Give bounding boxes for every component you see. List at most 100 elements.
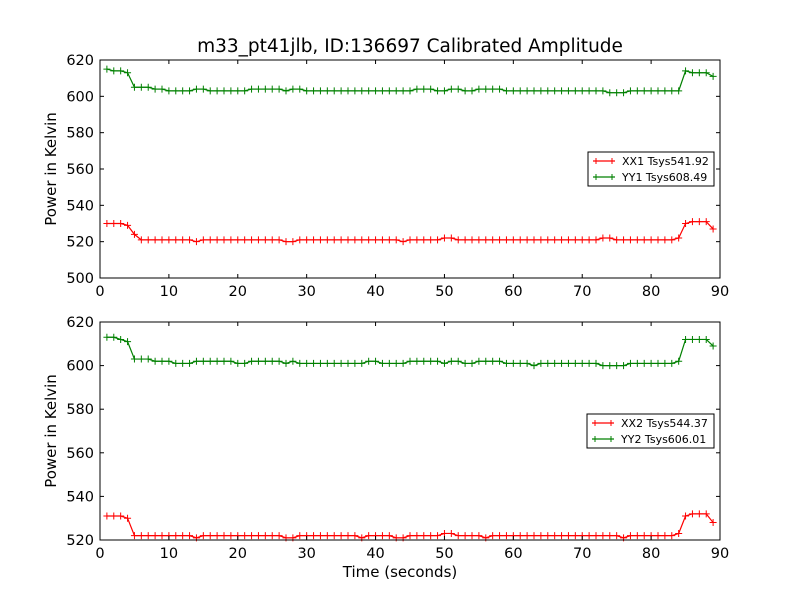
data-point (647, 236, 655, 244)
data-point (372, 236, 380, 244)
data-point (468, 87, 476, 95)
data-point (282, 238, 290, 246)
legend-entry: YY1 Tsys608.49 (593, 171, 707, 184)
x-tick-label: 20 (229, 546, 247, 562)
data-point (496, 236, 504, 244)
top-panel: 0 10 20 30 40 50 60 70 80 90 500 520 540 560 580 600 620… (42, 53, 729, 300)
data-point (489, 85, 497, 93)
data-point (647, 359, 655, 367)
data-point (213, 236, 221, 244)
data-point (475, 236, 483, 244)
data-point (454, 532, 462, 540)
data-point (220, 357, 228, 365)
data-point (151, 85, 159, 93)
data-point (310, 532, 318, 540)
data-point (709, 342, 717, 350)
x-tick-label: 20 (229, 284, 247, 300)
data-point (337, 87, 345, 95)
data-point (227, 87, 235, 95)
data-point (310, 359, 318, 367)
data-point (688, 335, 696, 343)
data-point (482, 236, 490, 244)
data-point (592, 532, 600, 540)
data-point (275, 236, 283, 244)
data-point (633, 236, 641, 244)
data-point (254, 236, 262, 244)
data-point (144, 83, 152, 91)
data-point (592, 87, 600, 95)
data-point (578, 359, 586, 367)
data-point (530, 362, 538, 370)
data-point (468, 236, 476, 244)
data-point (351, 359, 359, 367)
data-point (151, 236, 159, 244)
data-point (654, 236, 662, 244)
data-point (303, 359, 311, 367)
data-point (206, 357, 214, 365)
x-tick-label: 40 (366, 284, 384, 300)
legend-marker (608, 436, 614, 442)
data-point (544, 532, 552, 540)
data-point (406, 87, 414, 95)
data-point (289, 238, 297, 246)
data-point (110, 333, 118, 341)
data-point (454, 236, 462, 244)
y-tick-label: 540 (66, 489, 94, 505)
data-point (227, 357, 235, 365)
data-point (213, 532, 221, 540)
data-point (137, 355, 145, 363)
data-point (137, 532, 145, 540)
y-axis-label: Power in Kelvin (42, 374, 60, 488)
data-point (516, 87, 524, 95)
data-point (192, 357, 200, 365)
data-point (613, 362, 621, 370)
data-point (420, 532, 428, 540)
data-point (461, 532, 469, 540)
x-tick-label: 70 (573, 546, 591, 562)
data-point (606, 89, 614, 97)
data-point (385, 87, 393, 95)
data-point (606, 234, 614, 242)
data-point (440, 529, 448, 537)
data-point (378, 359, 386, 367)
data-point (344, 532, 352, 540)
legend: XX2 Tsys544.37 YY2 Tsys606.01 (586, 413, 715, 449)
data-point (158, 236, 166, 244)
data-point (523, 236, 531, 244)
legend-label: XX1 Tsys541.92 (622, 155, 709, 168)
data-point (427, 357, 435, 365)
data-point (482, 357, 490, 365)
data-point (537, 532, 545, 540)
data-point (564, 359, 572, 367)
x-tick-label: 90 (711, 546, 729, 562)
data-point (151, 357, 159, 365)
data-point (392, 359, 400, 367)
data-point (227, 532, 235, 540)
data-point (268, 236, 276, 244)
data-point (571, 532, 579, 540)
data-point (502, 87, 510, 95)
data-point (592, 236, 600, 244)
data-point (633, 532, 641, 540)
data-point (296, 359, 304, 367)
data-point (668, 87, 676, 95)
data-point (248, 85, 256, 93)
data-point (682, 220, 690, 227)
data-point (248, 236, 256, 244)
data-point (530, 87, 538, 95)
data-point (661, 87, 669, 95)
data-point (544, 236, 552, 244)
data-point (179, 87, 187, 95)
data-point (640, 532, 648, 540)
data-point (668, 359, 676, 367)
data-point (241, 87, 249, 95)
data-point (199, 532, 207, 540)
data-point (633, 87, 641, 95)
data-point (248, 532, 256, 540)
data-point (330, 87, 338, 95)
data-point (172, 359, 180, 367)
data-point (337, 236, 345, 244)
data-point (475, 357, 483, 365)
data-point (551, 87, 559, 95)
